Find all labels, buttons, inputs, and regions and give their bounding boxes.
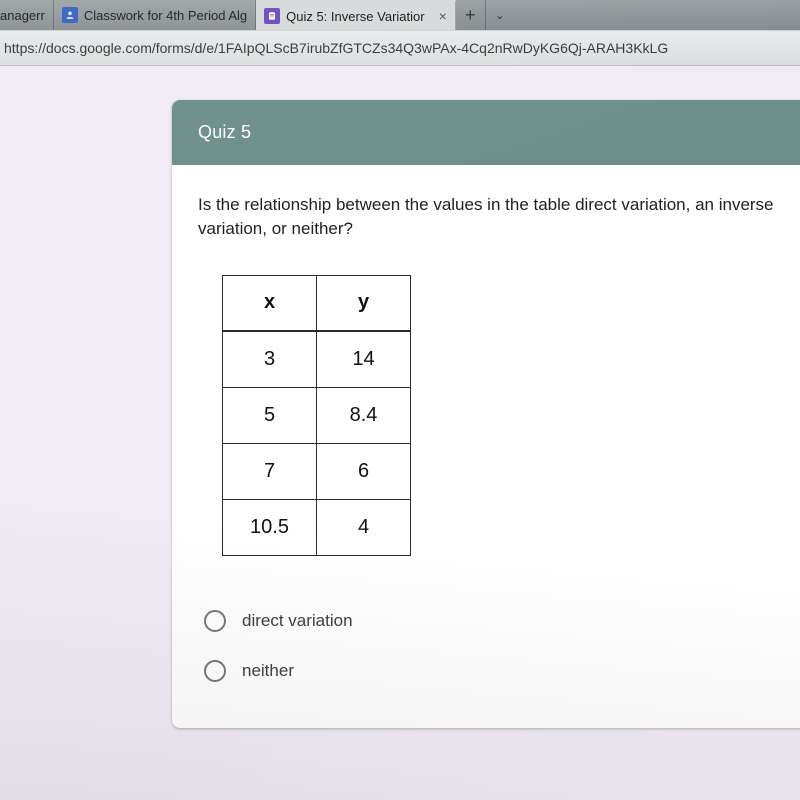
- radio-icon: [204, 610, 226, 632]
- url-text: https://docs.google.com/forms/d/e/1FAIpQ…: [4, 40, 668, 56]
- plus-icon: +: [465, 5, 476, 26]
- browser-tab-strip: anagerr Classwork for 4th Period Alg Qui…: [0, 0, 800, 30]
- person-icon: [62, 7, 78, 23]
- form-header: Quiz 5: [172, 100, 800, 165]
- cell-y: 4: [317, 499, 411, 555]
- cell-x: 10.5: [223, 499, 317, 555]
- address-bar[interactable]: https://docs.google.com/forms/d/e/1FAIpQ…: [0, 30, 800, 66]
- cell-x: 3: [223, 331, 317, 387]
- table-row: 10.5 4: [223, 499, 411, 555]
- option-direct-variation[interactable]: direct variation: [204, 596, 800, 646]
- tab-quiz5[interactable]: Quiz 5: Inverse Variatior ×: [256, 0, 456, 30]
- table-row: 3 14: [223, 331, 411, 387]
- cell-y: 8.4: [317, 387, 411, 443]
- option-label: direct variation: [242, 611, 353, 631]
- tab-classwork[interactable]: Classwork for 4th Period Alg: [54, 0, 256, 30]
- tabs-overflow-button[interactable]: ⌄: [486, 0, 514, 30]
- cell-x: 5: [223, 387, 317, 443]
- tab-label: Classwork for 4th Period Alg: [84, 8, 247, 23]
- table-row: 7 6: [223, 443, 411, 499]
- col-head-y: y: [317, 275, 411, 331]
- close-icon[interactable]: ×: [439, 8, 447, 24]
- tab-label: Quiz 5: Inverse Variatior: [286, 9, 424, 24]
- tab-label: anagerr: [0, 8, 45, 23]
- cell-y: 14: [317, 331, 411, 387]
- chevron-down-icon: ⌄: [495, 8, 505, 22]
- option-neither[interactable]: neither: [204, 646, 800, 696]
- tab-manager[interactable]: anagerr: [0, 0, 54, 30]
- radio-icon: [204, 660, 226, 682]
- cell-y: 6: [317, 443, 411, 499]
- form-body: Is the relationship between the values i…: [172, 165, 800, 728]
- xy-table: x y 3 14 5 8.4 7 6 10.5 4: [222, 275, 411, 556]
- form-icon: [264, 8, 280, 24]
- table-row: 5 8.4: [223, 387, 411, 443]
- answer-options: direct variation neither: [204, 596, 800, 696]
- cell-x: 7: [223, 443, 317, 499]
- form-card: Quiz 5 Is the relationship between the v…: [172, 100, 800, 728]
- page-background: Quiz 5 Is the relationship between the v…: [0, 66, 800, 800]
- table-head-row: x y: [223, 275, 411, 331]
- option-label: neither: [242, 661, 294, 681]
- question-text: Is the relationship between the values i…: [198, 193, 800, 241]
- new-tab-button[interactable]: +: [456, 0, 486, 30]
- col-head-x: x: [223, 275, 317, 331]
